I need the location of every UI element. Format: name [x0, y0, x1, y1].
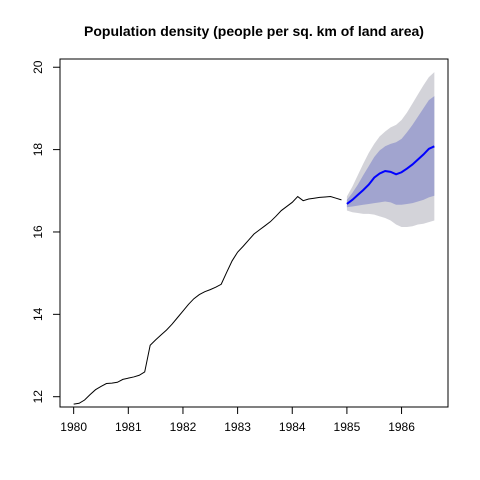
forecast-line — [346, 145, 435, 205]
x-tick-label: 1985 — [334, 420, 361, 434]
x-tick-label: 1984 — [279, 420, 306, 434]
x-tick-label: 1986 — [388, 420, 415, 434]
y-tick-label: 16 — [31, 225, 45, 239]
y-tick-label: 14 — [31, 307, 45, 321]
band-80 — [346, 96, 435, 208]
y-tick-label: 20 — [31, 60, 45, 74]
x-tick-label: 1983 — [224, 420, 251, 434]
x-axis: 1980 1981 1982 1983 1984 1985 1986 — [60, 407, 415, 434]
x-tick-label: 1980 — [60, 420, 87, 434]
x-tick-label: 1981 — [115, 420, 142, 434]
chart-title: Population density (people per sq. km of… — [84, 23, 424, 39]
series-lines — [73, 145, 435, 405]
y-tick-label: 18 — [31, 143, 45, 157]
history-line — [73, 195, 342, 405]
y-tick-label: 12 — [31, 390, 45, 404]
y-axis: 12 14 16 18 20 — [31, 60, 60, 403]
plot-frame — [59, 58, 449, 408]
x-tick-label: 1982 — [170, 420, 197, 434]
prediction-bands — [346, 72, 435, 228]
